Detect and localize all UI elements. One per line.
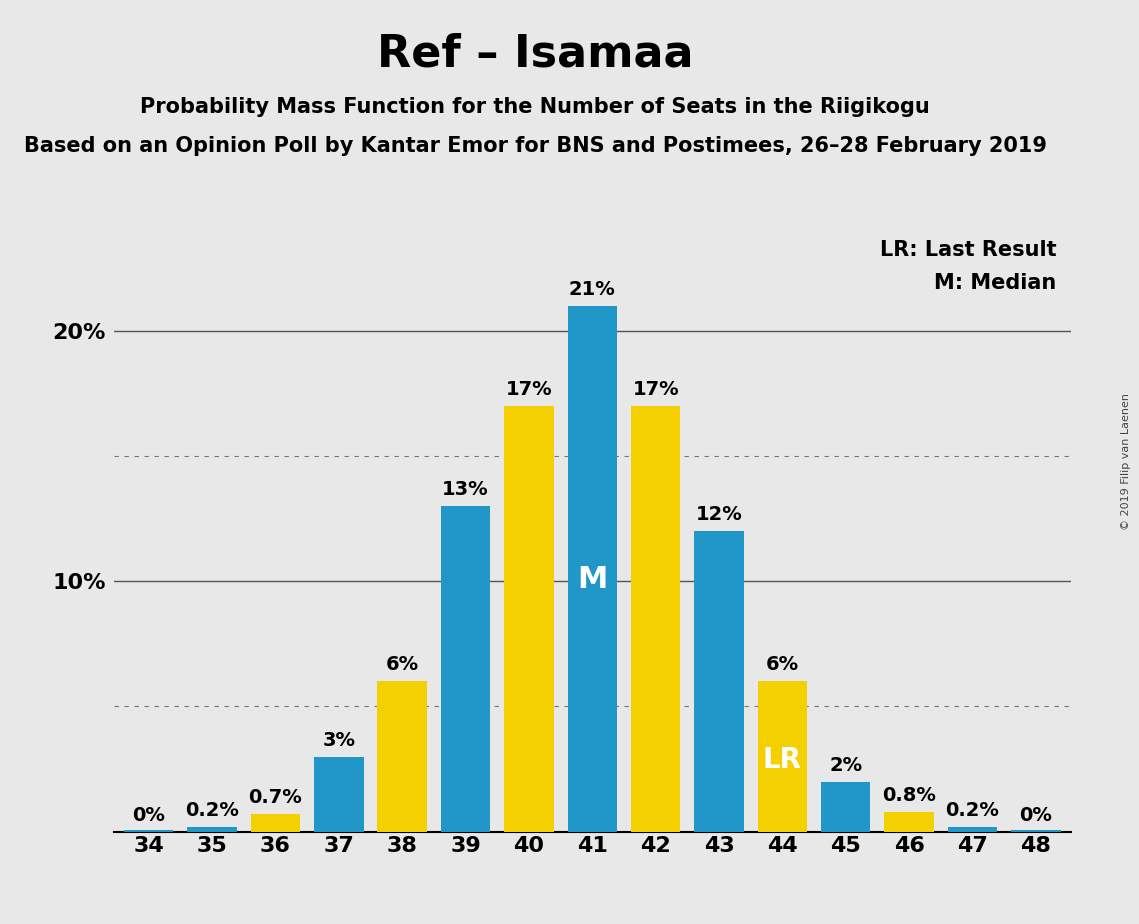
Text: Probability Mass Function for the Number of Seats in the Riigikogu: Probability Mass Function for the Number… [140,97,931,117]
Text: 0.8%: 0.8% [882,785,936,805]
Text: 12%: 12% [696,505,743,524]
Text: 0.7%: 0.7% [248,788,302,807]
Text: 3%: 3% [322,731,355,749]
Text: 0%: 0% [132,806,165,824]
Bar [948,827,997,832]
Bar [631,407,680,832]
Text: 0%: 0% [1019,806,1052,824]
Bar [251,814,301,832]
Text: 17%: 17% [632,380,679,399]
Text: Ref – Isamaa: Ref – Isamaa [377,32,694,76]
Text: Based on an Opinion Poll by Kantar Emor for BNS and Postimees, 26–28 February 20: Based on an Opinion Poll by Kantar Emor … [24,136,1047,156]
Bar [188,827,237,832]
Text: LR: LR [763,746,802,773]
Bar [441,506,490,832]
Text: 21%: 21% [568,280,616,299]
Bar [821,782,870,832]
Bar [757,682,808,832]
Text: © 2019 Filip van Laenen: © 2019 Filip van Laenen [1121,394,1131,530]
Bar [567,306,617,832]
Bar [314,757,363,832]
Text: 0.2%: 0.2% [186,800,239,820]
Bar [1011,830,1060,832]
Bar [377,682,427,832]
Text: 6%: 6% [765,655,798,675]
Text: LR: Last Result: LR: Last Result [879,240,1056,260]
Bar [884,811,934,832]
Text: 13%: 13% [442,480,489,499]
Text: 17%: 17% [506,380,552,399]
Text: 0.2%: 0.2% [945,800,999,820]
Bar [505,407,554,832]
Text: 6%: 6% [386,655,419,675]
Bar [695,531,744,832]
Text: M: Median: M: Median [934,273,1056,293]
Text: M: M [577,565,607,594]
Text: 2%: 2% [829,756,862,774]
Bar [124,830,173,832]
